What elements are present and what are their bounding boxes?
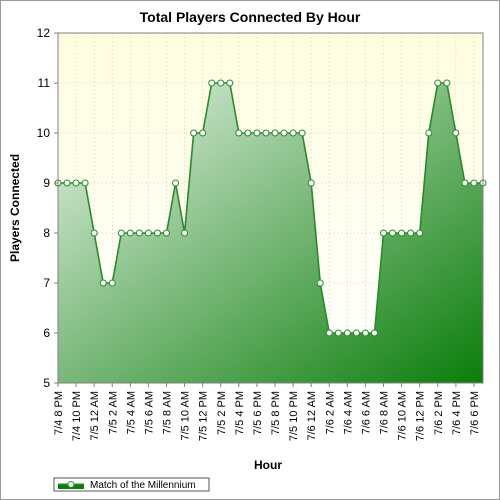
- data-point: [208, 79, 216, 87]
- data-point: [316, 279, 324, 287]
- x-tick-label: 7/5 4 PM: [234, 391, 246, 435]
- data-point: [425, 129, 433, 137]
- y-tick-label: 10: [37, 126, 51, 140]
- data-point: [452, 129, 460, 137]
- chart-title: Total Players Connected By Hour: [140, 9, 361, 25]
- data-point: [190, 129, 198, 137]
- y-tick-label: 5: [43, 376, 50, 390]
- legend-entry-label: Match of the Millennium: [90, 480, 196, 491]
- x-axis-ticks: 7/4 8 PM 7/4 10 PM 7/5 12 AM 7/5 2 AM 7/5 4 …: [53, 383, 481, 441]
- y-tick-label: 7: [43, 276, 50, 290]
- data-point: [434, 79, 442, 87]
- x-tick-label: 7/6 10 AM: [397, 391, 409, 441]
- data-point: [389, 229, 397, 237]
- data-point: [117, 229, 125, 237]
- x-tick-label: 7/5 6 AM: [143, 391, 155, 434]
- data-point: [343, 329, 351, 337]
- x-tick-label: 7/5 6 PM: [252, 391, 264, 435]
- data-point: [199, 129, 207, 137]
- x-tick-label: 7/6 8 AM: [379, 391, 391, 434]
- data-point: [361, 329, 369, 337]
- x-tick-label: 7/6 4 PM: [451, 391, 463, 435]
- y-axis-label: Players Connected: [8, 154, 22, 262]
- data-point: [181, 229, 189, 237]
- data-point: [380, 229, 388, 237]
- data-point: [325, 329, 333, 337]
- legend-swatch-marker: [67, 481, 75, 488]
- data-point: [271, 129, 279, 137]
- data-point: [398, 229, 406, 237]
- data-point: [172, 179, 180, 187]
- data-point: [289, 129, 297, 137]
- plot-border: [57, 32, 484, 384]
- legend: Match of the Millennium: [53, 477, 210, 492]
- x-tick-label: 7/5 4 AM: [125, 391, 137, 434]
- y-tick-label: 11: [38, 76, 51, 90]
- x-tick-label: 7/6 6 PM: [469, 391, 481, 435]
- data-point: [461, 179, 469, 187]
- y-tick-label: 8: [43, 226, 50, 240]
- data-point: [352, 329, 360, 337]
- x-tick-label: 7/4 10 PM: [71, 391, 83, 441]
- data-point: [135, 229, 143, 237]
- data-point: [262, 129, 270, 137]
- x-tick-label: 7/6 6 AM: [360, 391, 372, 434]
- data-point: [244, 129, 252, 137]
- y-tick-label: 6: [43, 326, 50, 340]
- data-point: [90, 229, 98, 237]
- data-point: [235, 129, 243, 137]
- data-point: [470, 179, 478, 187]
- data-point: [298, 129, 306, 137]
- data-point: [72, 179, 80, 187]
- x-tick-label: 7/6 2 AM: [324, 391, 336, 434]
- y-tick-label: 9: [43, 176, 50, 190]
- x-tick-label: 7/5 2 PM: [216, 391, 228, 435]
- data-point: [253, 129, 261, 137]
- data-point: [99, 279, 107, 287]
- x-tick-label: 7/6 2 PM: [433, 391, 445, 435]
- x-tick-label: 7/5 10 PM: [288, 391, 300, 441]
- data-point: [280, 129, 288, 137]
- x-tick-label: 7/5 12 PM: [198, 391, 210, 441]
- data-point: [226, 79, 234, 87]
- x-tick-label: 7/5 10 AM: [180, 391, 192, 441]
- data-point: [307, 179, 315, 187]
- data-point: [163, 229, 171, 237]
- data-point: [126, 229, 134, 237]
- legend-box: [53, 477, 210, 492]
- x-axis-label: Hour: [254, 458, 282, 472]
- data-point: [63, 179, 71, 187]
- data-point: [416, 229, 424, 237]
- data-point: [144, 229, 152, 237]
- data-point: [443, 79, 451, 87]
- x-tick-label: 7/6 12 PM: [415, 391, 427, 441]
- x-tick-label: 7/6 4 AM: [342, 391, 354, 434]
- data-point: [407, 229, 415, 237]
- data-point: [334, 329, 342, 337]
- data-point: [370, 329, 378, 337]
- x-tick-label: 7/5 12 AM: [89, 391, 101, 441]
- x-tick-label: 7/4 8 PM: [53, 391, 65, 435]
- x-tick-label: 7/6 12 AM: [306, 391, 318, 441]
- y-axis-ticks: 5 6 7 8 9 10 11 12: [37, 26, 58, 390]
- x-tick-label: 7/5 2 AM: [107, 391, 119, 434]
- data-point: [108, 279, 116, 287]
- data-point: [81, 179, 89, 187]
- y-tick-label: 12: [37, 26, 51, 40]
- x-tick-label: 7/5 8 AM: [162, 391, 174, 434]
- data-point: [217, 79, 225, 87]
- data-point: [153, 229, 161, 237]
- series-markers: [54, 79, 487, 337]
- x-tick-label: 7/5 8 PM: [270, 391, 282, 435]
